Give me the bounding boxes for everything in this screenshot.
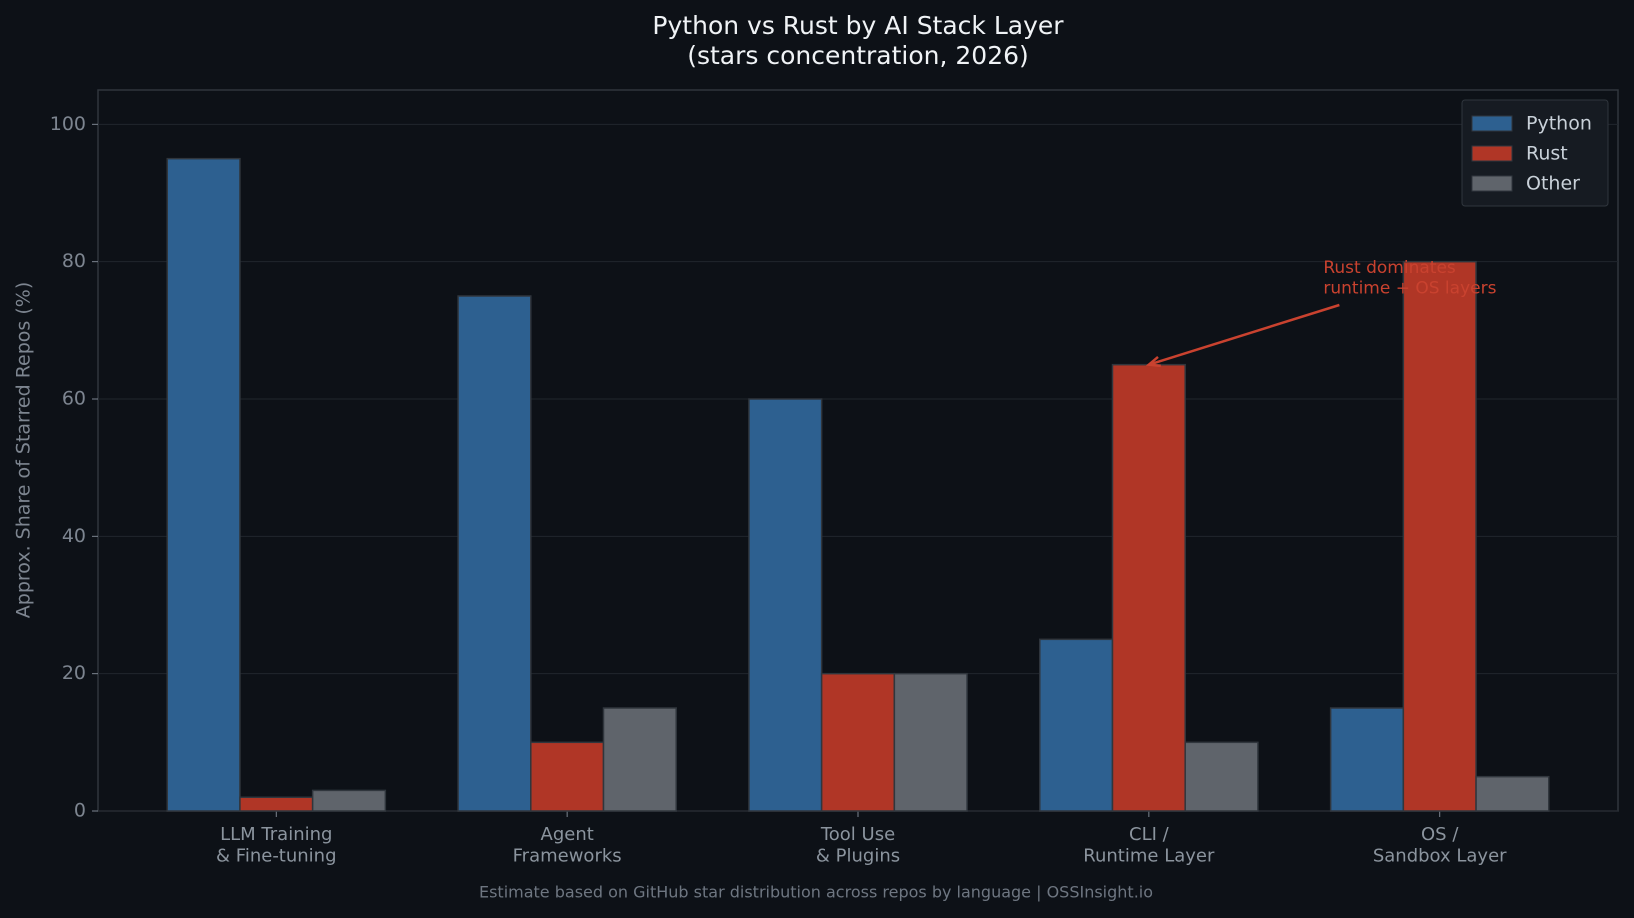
x-tick-label: LLM Training & Fine-tuning [216,824,337,867]
x-tick-label: Tool Use & Plugins [816,824,900,867]
bar [166,157,241,812]
y-tick-label: 20 [62,662,86,684]
chart-title: Python vs Rust by AI Stack Layer [652,11,1064,40]
x-tick-label: Agent Frameworks [513,824,622,867]
y-tick-label: 80 [62,250,86,272]
y-tick-label: 100 [50,113,86,135]
chart-subtitle: (stars concentration, 2026) [687,41,1029,70]
bar [239,796,314,812]
bar [1329,707,1405,812]
annotation: Rust dominates runtime + OS layers [1323,258,1496,298]
bar [1039,638,1114,812]
bar [457,295,532,812]
legend-swatch [1471,115,1513,132]
bar [893,672,968,812]
bar [1402,260,1477,812]
legend-swatch [1471,145,1513,162]
bar [748,398,823,812]
x-tick-label: CLI / Runtime Layer [1083,824,1215,867]
y-tick-label: 0 [74,800,86,822]
x-tick-label: OS / Sandbox Layer [1373,824,1507,867]
y-axis-label: Approx. Share of Starred Repos (%) [13,282,35,618]
bar [1111,363,1186,812]
bar [1184,741,1259,812]
legend-label: Python [1526,113,1592,135]
bar [820,672,896,812]
bar [1475,775,1550,812]
bar [311,789,387,812]
annotation-arrow [1148,303,1340,366]
footnote: Estimate based on GitHub star distributi… [479,883,1153,902]
arrow-head [1145,355,1161,368]
legend-label: Rust [1526,143,1568,165]
bar [602,707,677,812]
y-tick-label: 40 [62,525,86,547]
legend-label: Other [1526,173,1580,195]
legend-swatch [1471,175,1513,192]
bar [530,741,605,812]
y-tick-label: 60 [62,388,86,410]
